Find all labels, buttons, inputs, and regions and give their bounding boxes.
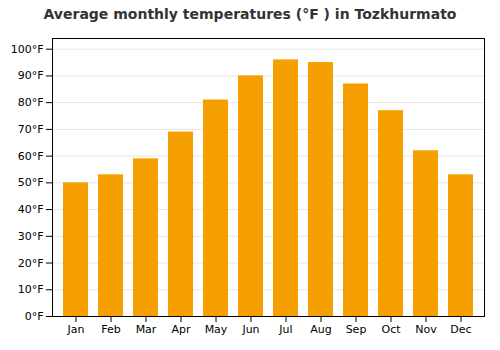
svg-text:60°F: 60°F [18, 150, 44, 163]
svg-text:80°F: 80°F [18, 96, 44, 109]
svg-text:Apr: Apr [171, 323, 191, 336]
svg-text:Jun: Jun [241, 323, 259, 336]
svg-text:Feb: Feb [101, 323, 120, 336]
svg-text:90°F: 90°F [18, 69, 44, 82]
svg-text:30°F: 30°F [18, 230, 44, 243]
svg-text:100°F: 100°F [11, 43, 44, 56]
svg-text:40°F: 40°F [18, 203, 44, 216]
html-text:Average monthly temperatures (: Average monthly temperatures (°F ) in To… [43, 6, 457, 22]
svg-text:50°F: 50°F [18, 176, 44, 189]
svg-text:Nov: Nov [415, 323, 437, 336]
svg-text:Jan: Jan [67, 323, 85, 336]
svg-text:Sep: Sep [346, 323, 367, 336]
svg-text:70°F: 70°F [18, 123, 44, 136]
svg-text:10°F: 10°F [18, 283, 44, 296]
svg-text:Oct: Oct [381, 323, 401, 336]
svg-text:20°F: 20°F [18, 257, 44, 270]
svg-text:Aug: Aug [310, 323, 331, 336]
svg-text:0°F: 0°F [25, 310, 44, 323]
svg-text:Mar: Mar [136, 323, 157, 336]
svg-text:May: May [205, 323, 228, 336]
svg-text:Dec: Dec [450, 323, 471, 336]
svg-text:Jul: Jul [278, 323, 292, 336]
